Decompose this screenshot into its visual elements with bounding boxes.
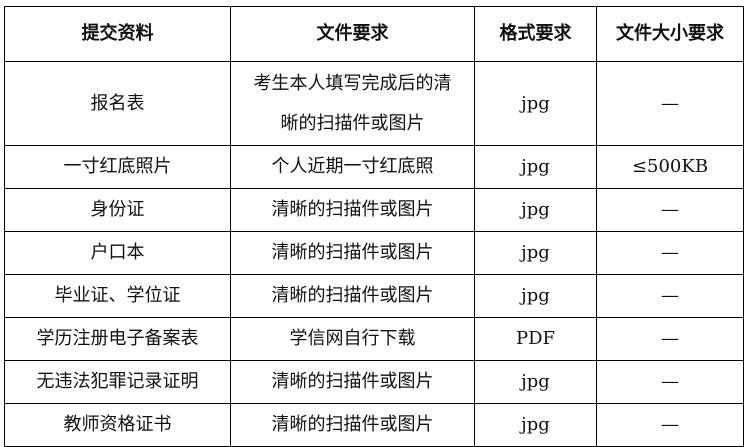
cell-requirement: 考生本人填写完成后的清晰的扫描件或图片 [230,61,475,146]
header-row: 提交资料 文件要求 格式要求 文件大小要求 [4,6,744,62]
table-row: 报名表 考生本人填写完成后的清晰的扫描件或图片 jpg — [4,61,744,146]
cell-size: ≤500KB [596,145,744,189]
cell-format: jpg [474,145,597,189]
table-row: 毕业证、学位证 清晰的扫描件或图片 jpg — [4,274,744,318]
cell-material: 无违法犯罪记录证明 [4,360,231,404]
cell-material: 学历注册电子备案表 [4,317,231,361]
table-row: 一寸红底照片 个人近期一寸红底照 jpg ≤500KB [4,145,744,189]
header-requirement: 文件要求 [230,6,475,62]
cell-requirement: 清晰的扫描件或图片 [230,403,475,447]
cell-requirement: 清晰的扫描件或图片 [230,188,475,232]
materials-table: 提交资料 文件要求 格式要求 文件大小要求 报名表 考生本人填写完成后的清晰的扫描… [4,6,744,447]
table-row: 身份证 清晰的扫描件或图片 jpg — [4,188,744,232]
cell-size: — [596,188,744,232]
cell-requirement: 清晰的扫描件或图片 [230,231,475,275]
cell-material: 身份证 [4,188,231,232]
header-size: 文件大小要求 [596,6,744,62]
cell-size: — [596,317,744,361]
cell-format: PDF [474,317,597,361]
table-row: 学历注册电子备案表 学信网自行下载 PDF — [4,317,744,361]
cell-format: jpg [474,188,597,232]
cell-material: 报名表 [4,61,231,146]
header-material: 提交资料 [4,6,231,62]
cell-size: — [596,61,744,146]
cell-size: — [596,403,744,447]
cell-requirement: 个人近期一寸红底照 [230,145,475,189]
cell-size: — [596,231,744,275]
cell-format: jpg [474,231,597,275]
cell-material: 毕业证、学位证 [4,274,231,318]
cell-material: 一寸红底照片 [4,145,231,189]
cell-format: jpg [474,61,597,146]
cell-format: jpg [474,360,597,404]
table-row: 教师资格证书 清晰的扫描件或图片 jpg — [4,403,744,447]
cell-size: — [596,274,744,318]
cell-size: — [596,360,744,404]
cell-format: jpg [474,274,597,318]
cell-requirement: 清晰的扫描件或图片 [230,274,475,318]
cell-material: 教师资格证书 [4,403,231,447]
table-row: 无违法犯罪记录证明 清晰的扫描件或图片 jpg — [4,360,744,404]
table-row: 户口本 清晰的扫描件或图片 jpg — [4,231,744,275]
cell-format: jpg [474,403,597,447]
cell-requirement: 清晰的扫描件或图片 [230,360,475,404]
cell-material: 户口本 [4,231,231,275]
cell-requirement: 学信网自行下载 [230,317,475,361]
header-format: 格式要求 [474,6,597,62]
